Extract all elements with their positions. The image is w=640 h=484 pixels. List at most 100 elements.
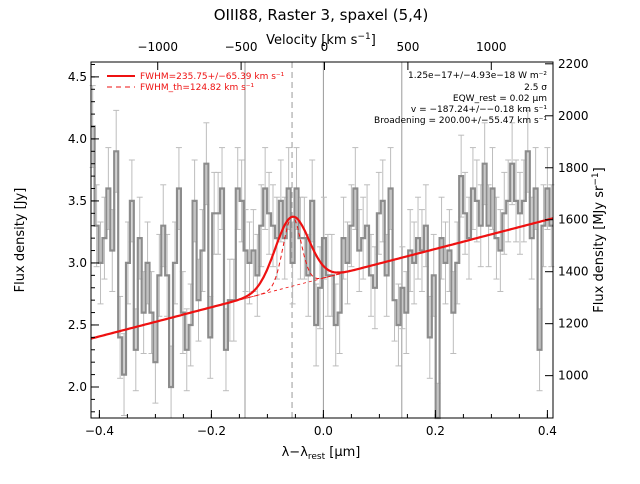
chart-title: OIII88, Raster 3, spaxel (5,4) xyxy=(214,6,429,24)
data-point xyxy=(440,237,443,239)
data-point xyxy=(150,311,153,314)
x-axis-label: λ−λrest [μm] xyxy=(282,445,361,462)
data-point xyxy=(460,175,462,177)
data-point xyxy=(495,237,498,239)
data-point xyxy=(323,237,325,239)
annotation-broadening: Broadening = 200.00+/−55.47 km s⁻¹ xyxy=(374,116,547,126)
data-point xyxy=(448,249,451,252)
y-tick-label: 4.0 xyxy=(68,132,87,146)
data-point xyxy=(131,200,133,202)
data-point xyxy=(146,262,149,264)
data-point xyxy=(429,336,431,339)
data-point xyxy=(378,212,380,215)
data-point xyxy=(256,274,259,277)
right-y-tick-label: 1200 xyxy=(558,317,589,331)
data-point xyxy=(425,224,427,227)
data-point xyxy=(503,212,506,215)
right-y-tick-label: 1000 xyxy=(558,369,589,383)
data-histogram-line xyxy=(91,125,553,420)
data-point xyxy=(354,187,357,190)
data-point xyxy=(127,262,129,264)
data-point xyxy=(217,212,219,215)
data-series xyxy=(91,125,553,420)
data-point xyxy=(272,224,274,227)
data-point xyxy=(519,212,521,215)
data-point xyxy=(397,324,400,326)
right-y-tick-label: 1800 xyxy=(558,161,589,175)
data-point xyxy=(511,162,513,165)
fit-annotations: 1.25e−17+/−4.93e−18 W m⁻² 2.5 σ EQW_rest… xyxy=(374,71,547,126)
data-point xyxy=(550,224,553,227)
data-point xyxy=(236,187,239,190)
data-point xyxy=(362,237,364,239)
right-y-tick-label: 1600 xyxy=(558,213,589,227)
data-point xyxy=(491,187,494,190)
y-axis-label-left: Flux density [Jy] xyxy=(13,188,28,293)
data-point xyxy=(346,262,349,264)
data-point xyxy=(472,187,474,190)
data-point xyxy=(119,336,121,339)
fit-continuum-line xyxy=(244,273,341,299)
data-point xyxy=(405,311,408,314)
data-point xyxy=(381,200,384,202)
reference-lines xyxy=(244,62,403,418)
data-point xyxy=(299,237,302,239)
data-point xyxy=(327,274,329,277)
data-point xyxy=(252,249,255,252)
data-point xyxy=(370,274,372,277)
data-point xyxy=(479,224,482,227)
data-point xyxy=(111,249,114,252)
data-point xyxy=(197,299,200,301)
data-point xyxy=(542,224,545,227)
data-point xyxy=(374,286,376,289)
data-point xyxy=(182,311,184,314)
annotation-sigma: 2.5 σ xyxy=(524,83,547,93)
data-point xyxy=(538,348,541,351)
data-point xyxy=(432,274,435,277)
data-point xyxy=(291,262,294,264)
data-point xyxy=(476,200,478,202)
data-point xyxy=(315,324,317,326)
fit-total-curve xyxy=(90,215,554,340)
data-point xyxy=(225,348,227,351)
y-tick-label: 3.5 xyxy=(68,194,87,208)
y-tick-label: 3.0 xyxy=(68,256,87,270)
x-tick-label: 0.0 xyxy=(314,424,333,438)
top-axis-label: Velocity [km s−1] xyxy=(266,32,376,48)
data-point xyxy=(95,224,98,227)
data-point xyxy=(452,311,455,314)
data-point xyxy=(276,237,278,239)
data-point xyxy=(421,249,423,252)
right-y-tick-label: 1400 xyxy=(558,265,589,279)
data-point xyxy=(468,237,470,239)
legend: FWHM=235.75+/−65.39 km s⁻¹ FWHM_th=124.8… xyxy=(107,72,285,93)
data-point xyxy=(444,262,447,264)
data-point xyxy=(209,336,212,339)
y-tick-label: 2.0 xyxy=(68,380,87,394)
data-point xyxy=(123,373,125,376)
data-point xyxy=(358,249,361,252)
data-point xyxy=(178,187,180,190)
data-point xyxy=(99,262,102,264)
data-point xyxy=(240,200,243,202)
annotation-flux: 1.25e−17+/−4.93e−18 W m⁻² xyxy=(408,71,547,81)
legend-label-fwhm: FWHM=235.75+/−65.39 km s⁻¹ xyxy=(140,72,285,82)
x-tick-label: −0.4 xyxy=(85,424,114,438)
plot-frame xyxy=(90,61,554,419)
data-point xyxy=(154,361,157,363)
data-point xyxy=(534,187,537,190)
data-point xyxy=(138,237,141,239)
data-point xyxy=(507,200,510,202)
data-point xyxy=(221,187,223,190)
fit-curves xyxy=(90,215,554,340)
data-point xyxy=(401,286,404,289)
data-point xyxy=(201,249,204,252)
data-point xyxy=(338,311,341,314)
data-point xyxy=(456,262,459,264)
top-x-tick-label: 500 xyxy=(396,40,419,54)
data-point xyxy=(319,286,321,289)
data-point xyxy=(342,237,345,239)
data-point xyxy=(193,200,196,202)
top-x-tick-label: 1000 xyxy=(476,40,507,54)
